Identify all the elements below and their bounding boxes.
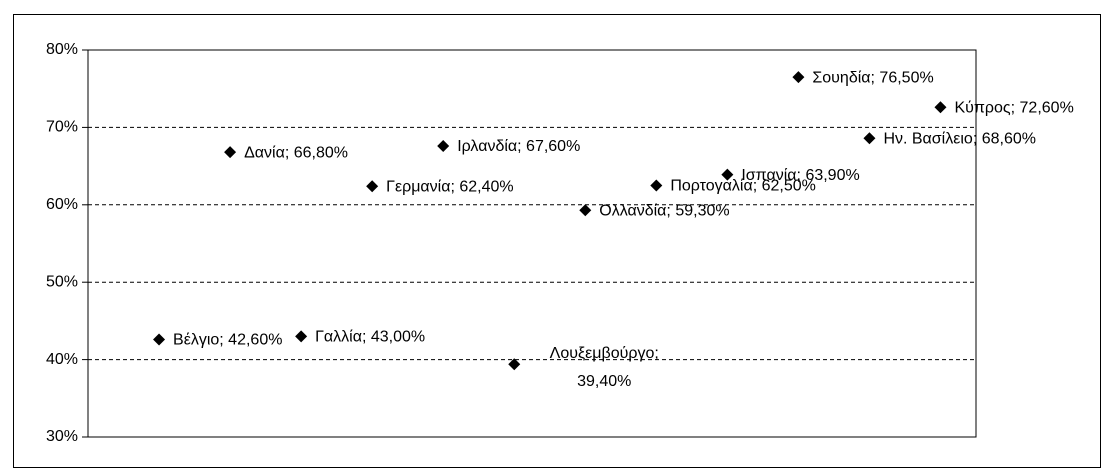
data-label-line: Λουξεμβούργο; [550, 345, 659, 362]
data-label: Κύπρος; 72,60% [954, 99, 1073, 116]
data-label: Γαλλία; 43,00% [315, 329, 425, 346]
data-label: Γερμανία; 62,40% [386, 178, 513, 195]
plot-area [87, 49, 977, 438]
data-label: Λουξεμβούργο; 39,40% [550, 345, 659, 390]
data-label: Βέλγιο; 42,60% [173, 332, 282, 349]
point [721, 168, 734, 181]
data-label: Ολλανδία; 59,30% [599, 202, 729, 219]
y-tick-label: 40% [46, 351, 78, 368]
data-label-line: 39,40% [577, 373, 631, 390]
point [579, 204, 592, 217]
point [508, 358, 521, 371]
data-label: Σουηδία; 76,50% [812, 69, 933, 86]
point [650, 179, 663, 192]
point [153, 333, 166, 346]
point [792, 71, 805, 84]
y-tick-label: 30% [46, 428, 78, 445]
y-tick-label: 70% [46, 119, 78, 136]
data-label: Ισπανία; 63,90% [741, 167, 859, 184]
data-label: Ην. Βασίλειο; 68,60% [883, 130, 1036, 147]
y-tick-label: 80% [46, 41, 78, 58]
point [863, 132, 876, 145]
point [437, 139, 450, 152]
chart-frame [13, 14, 1101, 468]
point [366, 180, 379, 193]
point [295, 330, 308, 343]
data-label: Πορτογαλία; 62,50% [670, 178, 816, 195]
y-tick-label: 60% [46, 196, 78, 213]
data-label: Δανία; 66,80% [244, 144, 348, 161]
point [224, 146, 237, 159]
point [934, 101, 947, 114]
y-tick-label: 50% [46, 273, 78, 290]
data-label: Ιρλανδία; 67,60% [457, 138, 580, 155]
